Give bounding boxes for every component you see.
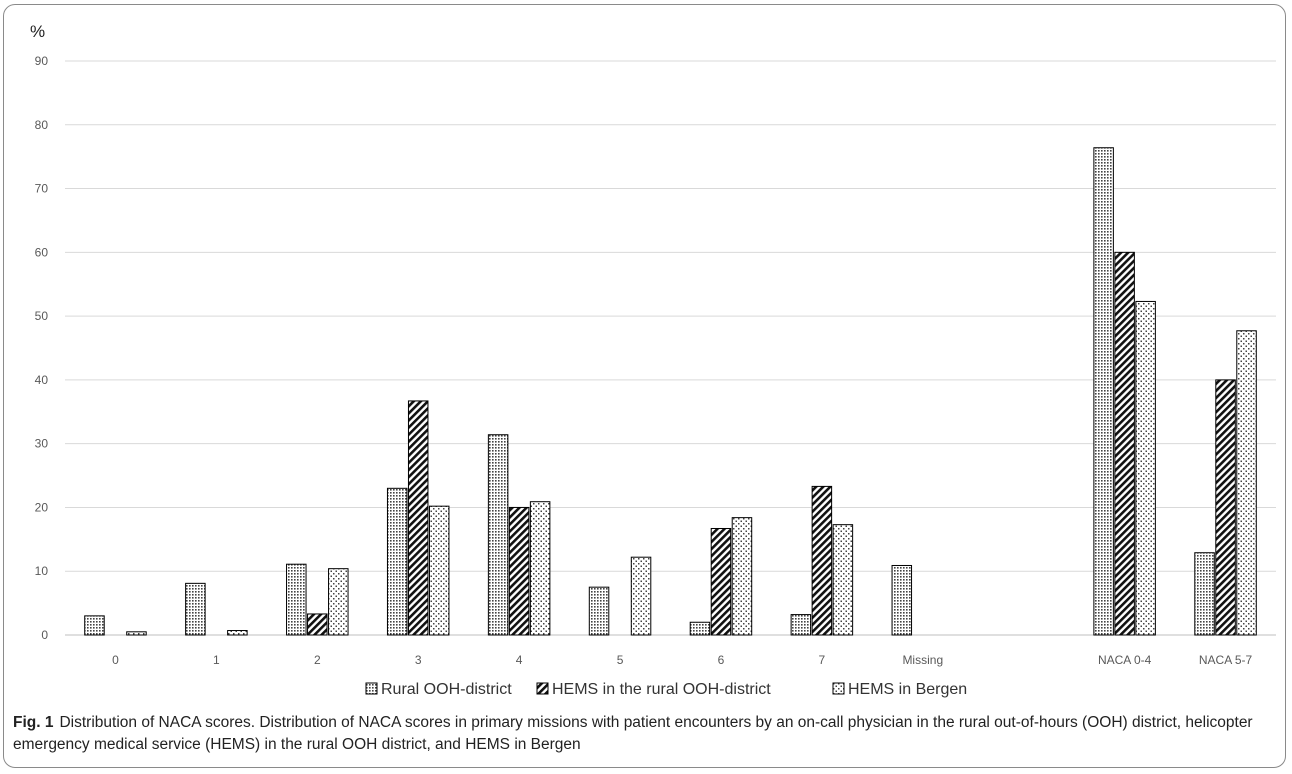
- legend-swatch: [832, 682, 845, 695]
- x-tick-label: NACA 5-7: [1199, 653, 1253, 667]
- y-tick-label: 40: [35, 373, 49, 387]
- bar: [487, 434, 509, 636]
- y-tick-label: 90: [35, 54, 49, 68]
- x-tick-label: 4: [516, 653, 523, 667]
- bar: [588, 586, 610, 636]
- bar: [790, 614, 812, 636]
- y-axis-ticks: 0 10 20 30 40 50 60 70 80 90: [35, 54, 49, 642]
- bar: [731, 517, 753, 636]
- legend-swatch: [536, 682, 549, 695]
- x-tick-label: 0: [112, 653, 119, 667]
- bar: [307, 613, 328, 636]
- x-tick-label: 5: [617, 653, 624, 667]
- legend: Rural OOH-district HEMS in the rural OOH-…: [365, 681, 967, 698]
- legend-label: Rural OOH-district: [381, 681, 512, 698]
- y-tick-label: 70: [35, 182, 49, 196]
- bar: [407, 400, 429, 636]
- bar: [1215, 379, 1236, 636]
- bar: [386, 487, 408, 636]
- figure-caption: Fig. 1 Distribution of NACA scores. Distr…: [13, 712, 1263, 756]
- x-tick-label: 6: [718, 653, 725, 667]
- bar: [286, 563, 307, 636]
- y-tick-label: 0: [41, 628, 48, 642]
- x-tick-label: 3: [415, 653, 422, 667]
- legend-swatch: [365, 682, 378, 695]
- bar: [1194, 552, 1215, 636]
- x-tick-label: 7: [819, 653, 826, 667]
- bar: [630, 556, 652, 636]
- bar: [126, 631, 147, 636]
- bar: [891, 564, 913, 636]
- bar: [84, 615, 105, 636]
- figure-frame: [3, 4, 1286, 768]
- bar: [185, 582, 206, 636]
- legend-label: HEMS in Bergen: [848, 681, 967, 698]
- bar: [1114, 251, 1135, 636]
- gridlines: [65, 60, 1276, 636]
- bar: [811, 485, 833, 636]
- y-tick-label: 20: [35, 500, 49, 514]
- bar: [227, 630, 248, 636]
- bar: [428, 505, 450, 636]
- bar: [328, 568, 349, 636]
- caption-text: Distribution of NACA scores. Distributio…: [13, 714, 1253, 753]
- y-tick-label: 50: [35, 309, 49, 323]
- bars: [84, 147, 1257, 636]
- x-tick-label: 2: [314, 653, 321, 667]
- x-tick-label: NACA 0-4: [1098, 653, 1152, 667]
- bar: [689, 621, 711, 636]
- bar: [710, 527, 732, 636]
- legend-label: HEMS in the rural OOH-district: [552, 681, 771, 698]
- x-axis-ticks: 0 1 2 3 4 5 6 7 Missing NACA 0-4 NACA 5-7: [112, 653, 1252, 667]
- y-tick-label: 80: [35, 118, 49, 132]
- y-tick-label: 30: [35, 437, 49, 451]
- x-tick-label: Missing: [902, 653, 943, 667]
- bar: [832, 524, 854, 636]
- y-tick-label: 60: [35, 245, 49, 259]
- bar: [1135, 300, 1156, 636]
- bar: [1236, 330, 1257, 636]
- bar: [529, 501, 551, 636]
- y-axis-label: %: [30, 22, 45, 41]
- y-tick-label: 10: [35, 564, 49, 578]
- bar: [1093, 147, 1114, 636]
- x-tick-label: 1: [213, 653, 220, 667]
- figure-label: Fig. 1: [13, 714, 54, 731]
- bar: [508, 506, 530, 636]
